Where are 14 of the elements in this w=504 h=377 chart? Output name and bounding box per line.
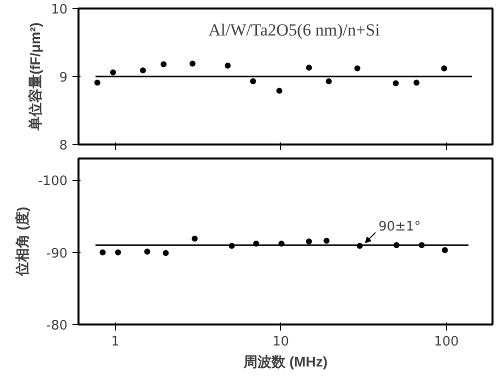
y-tick-label: -80 xyxy=(46,318,68,334)
y-tick-label: 8 xyxy=(59,138,68,154)
y-tick-label: -100 xyxy=(38,174,68,190)
y-tick-label: 9 xyxy=(59,70,68,86)
x-tick-label: 10 xyxy=(272,334,290,350)
annotation: Al/W/Ta2O5(6 nm)/n+Si xyxy=(208,20,380,40)
y-tick-label: -90 xyxy=(46,246,68,262)
x-tick-label: 1 xyxy=(111,334,120,350)
x-tick-label: 100 xyxy=(434,334,459,350)
y-axis-title: 单位容量(fF/μm²) xyxy=(26,22,43,132)
y-axis-title: 位相角 (度) xyxy=(14,206,30,278)
annotation: 90±1° xyxy=(378,220,421,234)
y-tick-label: 10 xyxy=(50,2,68,18)
x-axis-title: 周波数 (MHz) xyxy=(242,354,328,370)
